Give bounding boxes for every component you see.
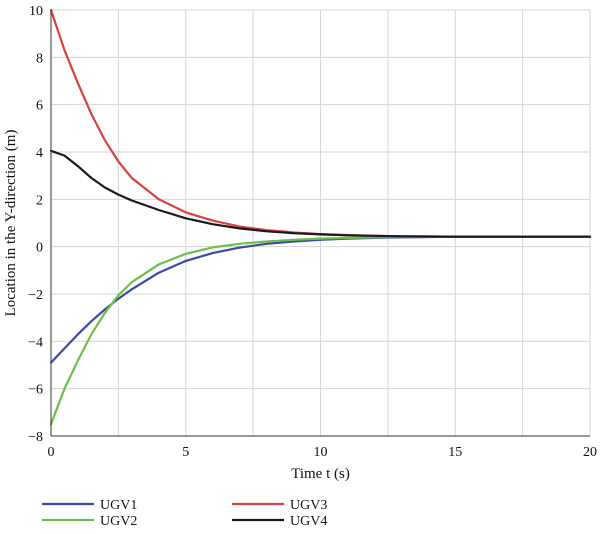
- legend-label-ugv3: UGV3: [290, 498, 327, 513]
- series-line-ugv4: [49, 149, 592, 238]
- x-tick-label: 5: [182, 445, 189, 460]
- x-tick-label: 15: [448, 445, 462, 460]
- x-axis-title: Time t (s): [291, 466, 350, 482]
- y-tick-labels: −8 −6 −4 −2 0 2 4 6 8 10: [28, 4, 43, 445]
- y-tick-label: 0: [36, 241, 43, 256]
- x-tick-labels: 0 5 10 15 20: [48, 445, 598, 460]
- x-tick-label: 20: [583, 445, 597, 460]
- x-tick-label: 10: [314, 445, 328, 460]
- y-tick-label: 6: [36, 99, 43, 114]
- legend-label-ugv2: UGV2: [100, 514, 137, 529]
- y-tick-label: −8: [28, 430, 43, 445]
- y-tick-label: 10: [29, 4, 43, 19]
- y-tick-label: −2: [28, 288, 43, 303]
- y-tick-label: 4: [36, 146, 43, 161]
- legend-label-ugv4: UGV4: [290, 514, 327, 529]
- y-axis-title: Location in the Y-direction (m): [3, 130, 19, 317]
- series-lines: [49, 8, 592, 426]
- y-tick-label: 8: [36, 51, 43, 66]
- y-tick-label: 2: [36, 193, 43, 208]
- legend-label-ugv1: UGV1: [100, 498, 137, 513]
- y-tick-label: −6: [28, 383, 43, 398]
- y-tick-label: −4: [28, 335, 43, 350]
- x-tick-label: 0: [48, 445, 55, 460]
